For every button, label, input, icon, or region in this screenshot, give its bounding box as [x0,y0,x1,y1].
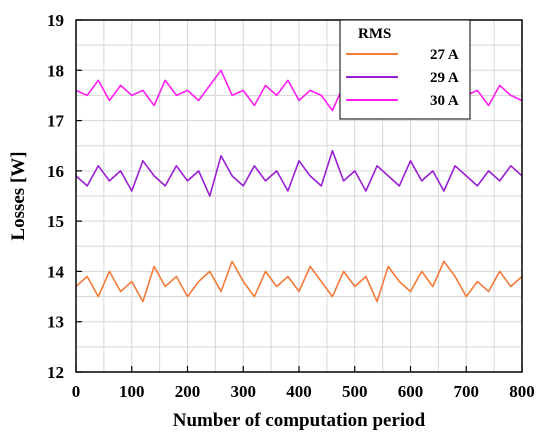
x-tick-label: 0 [72,382,81,401]
series-line-27-a [75,260,523,303]
x-tick-label: 700 [454,382,480,401]
legend-box [339,19,471,120]
x-tick-label: 100 [119,382,145,401]
legend-entry-label: 29 A [430,70,459,86]
legend: RMS 27 A 29 A 30 A [339,19,471,120]
y-tick-label: 14 [47,262,65,281]
x-tick-label: 500 [342,382,368,401]
y-tick-label: 18 [47,61,64,80]
series-line-29-a [75,149,523,197]
x-tick-label: 600 [398,382,424,401]
y-axis-title: Losses [W] [8,151,29,240]
legend-entry-label: 27 A [430,47,459,63]
y-tick-label: 17 [47,112,65,131]
y-tick-label: 19 [47,11,64,30]
x-tick-label: 400 [286,382,312,401]
x-axis-title: Number of computation period [173,410,426,431]
y-tick-label: 12 [47,363,64,382]
x-tick-label: 200 [175,382,201,401]
y-tick-label: 13 [47,313,64,332]
x-tick-label: 800 [509,382,535,401]
y-tick-label: 16 [47,162,64,181]
axis-ticks: 0 100 200 300 400 500 600 700 800 12 13 14 15 16 17 18 1… [47,11,535,401]
legend-title: RMS [358,26,391,42]
x-tick-label: 300 [231,382,257,401]
y-tick-label: 15 [47,212,64,231]
legend-entry-label: 30 A [430,93,459,109]
